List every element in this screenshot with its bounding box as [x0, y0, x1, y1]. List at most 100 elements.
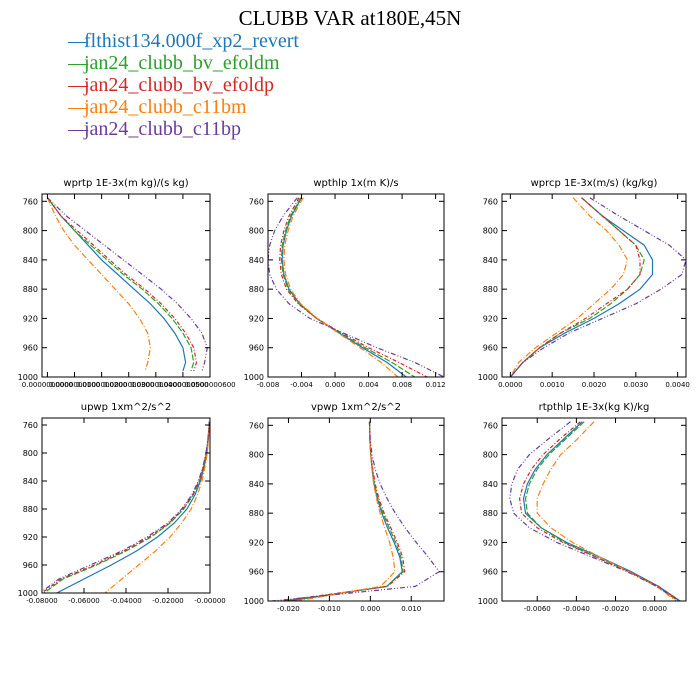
series-line [280, 421, 406, 601]
legend-label: jan24_clubb_c11bm [84, 96, 247, 118]
legend-item: —jan24_clubb_bv_efoldp [68, 74, 299, 96]
y-tick-label: 1000 [478, 373, 498, 382]
x-tick-label: 0.000 [360, 605, 380, 613]
y-tick-label: 960 [483, 568, 498, 577]
y-tick-label: 1000 [18, 373, 38, 382]
series-line [280, 197, 416, 377]
x-tick-label: 0.0030 [624, 381, 649, 389]
y-tick-label: 960 [483, 344, 498, 353]
series-line [284, 421, 404, 601]
x-tick-label: 0.004 [359, 381, 380, 389]
x-tick-label: -0.04000 [110, 597, 141, 605]
x-tick-label: 0.0000000000 [22, 381, 73, 389]
y-tick-label: 960 [249, 344, 264, 353]
series-line [509, 197, 641, 377]
subplot-title: upwp 1xm^2/s^2 [81, 402, 171, 413]
series-line [46, 197, 198, 372]
y-tick-label: 1000 [244, 373, 264, 382]
x-tick-label: 0.000 [325, 381, 345, 389]
subplot-2: wpthlp 1x(m K)/s7608008408809209601000-0… [244, 178, 446, 389]
x-tick-label: 0.0010 [540, 381, 565, 389]
x-tick-label: -0.008 [257, 381, 280, 389]
x-tick-label: -0.020 [277, 605, 300, 613]
subplot-title: wpthlp 1x(m K)/s [313, 178, 398, 189]
figure-title: CLUBB VAR at180E,45N [238, 6, 462, 30]
y-tick-label: 800 [249, 227, 264, 236]
x-tick-label: -0.0020 [602, 605, 629, 613]
x-tick-label: 0.0000 [642, 605, 667, 613]
legend: —flthist134.000f_xp2_revert —jan24_clubb… [68, 30, 299, 140]
x-tick-label: -0.0040 [563, 605, 590, 613]
series-line [518, 421, 681, 601]
legend-item: —jan24_clubb_c11bp [68, 118, 299, 140]
plot-frame [501, 193, 687, 378]
subplot-4: upwp 1xm^2/s^27608008408809209601000-0.0… [18, 402, 226, 605]
x-tick-label: -0.0060 [524, 605, 551, 613]
subplot-5: vpwp 1xm^2/s^2 760 800 840 880 920 960 1000 -0.0… [244, 402, 445, 613]
series-line [509, 421, 681, 601]
y-tick-label: 880 [249, 285, 264, 294]
y-tick-label: 960 [23, 344, 38, 353]
x-tick-label: 0.012 [426, 381, 446, 389]
y-tick-label: 1000 [18, 589, 38, 598]
subplot-6: rtpthlp 1E-3x(kg K)/kg 760 800 840 880 920 960… [478, 402, 687, 613]
series-line [42, 421, 210, 593]
subplot-1: wprtp 1E-3x(m kg)/(s kg) 760 800 840 880 920 9… [18, 178, 236, 389]
series-line [296, 421, 396, 601]
y-tick-label: 800 [23, 227, 38, 236]
y-tick-label: 920 [23, 533, 38, 542]
y-tick-label: 1000 [478, 597, 498, 606]
series-line [42, 421, 210, 593]
plot-frame [267, 193, 445, 378]
legend-swatch: — [68, 74, 88, 96]
series-line [279, 197, 428, 377]
legend-swatch: — [68, 30, 88, 52]
series-line [288, 421, 403, 601]
y-tick-label: 880 [483, 509, 498, 518]
x-tick-label: 0.0000000300 [103, 381, 154, 389]
legend-item: —flthist134.000f_xp2_revert [68, 30, 299, 52]
series-line [268, 197, 444, 377]
x-tick-label: -0.00000 [194, 597, 225, 605]
y-tick-label: 880 [483, 285, 498, 294]
series-line [46, 197, 208, 372]
x-tick-label: -0.010 [318, 605, 341, 613]
x-tick-label: -0.004 [290, 381, 313, 389]
y-tick-label: 880 [23, 285, 38, 294]
y-tick-label: 800 [483, 451, 498, 460]
y-tick-label: 840 [483, 480, 498, 489]
y-tick-label: 760 [249, 197, 264, 206]
y-tick-label: 840 [23, 477, 38, 486]
series-line [509, 197, 645, 377]
x-tick-label: 0.0000000100 [49, 381, 100, 389]
series-line [104, 421, 210, 593]
y-tick-label: 920 [249, 538, 264, 547]
y-tick-label: 800 [249, 451, 264, 460]
series-line [56, 421, 210, 593]
y-tick-label: 760 [483, 197, 498, 206]
series-line [509, 197, 629, 377]
series-line [522, 421, 681, 601]
legend-label: jan24_clubb_c11bp [84, 118, 242, 140]
x-tick-label: 0.0020 [582, 381, 607, 389]
legend-item: —jan24_clubb_c11bm [68, 96, 299, 118]
legend-label: flthist134.000f_xp2_revert [84, 30, 299, 52]
subplot-title: rtpthlp 1E-3x(kg K)/kg [539, 402, 650, 413]
legend-swatch: — [68, 118, 88, 140]
y-tick-label: 840 [249, 256, 264, 265]
plot-frame [41, 193, 211, 378]
x-tick-label: 0.0040 [665, 381, 690, 389]
y-tick-label: 840 [23, 256, 38, 265]
plot-frame [267, 417, 445, 602]
y-tick-label: 800 [23, 449, 38, 458]
y-tick-label: 920 [483, 314, 498, 323]
y-tick-label: 880 [23, 505, 38, 514]
x-tick-label: -0.08000 [26, 597, 57, 605]
y-tick-label: 1000 [244, 597, 264, 606]
x-tick-label: -0.06000 [68, 597, 99, 605]
series-line [509, 197, 686, 377]
legend-item: —jan24_clubb_bv_efoldm [68, 52, 299, 74]
x-tick-label: 0.0000 [498, 381, 523, 389]
legend-label: jan24_clubb_bv_efoldm [84, 52, 280, 74]
